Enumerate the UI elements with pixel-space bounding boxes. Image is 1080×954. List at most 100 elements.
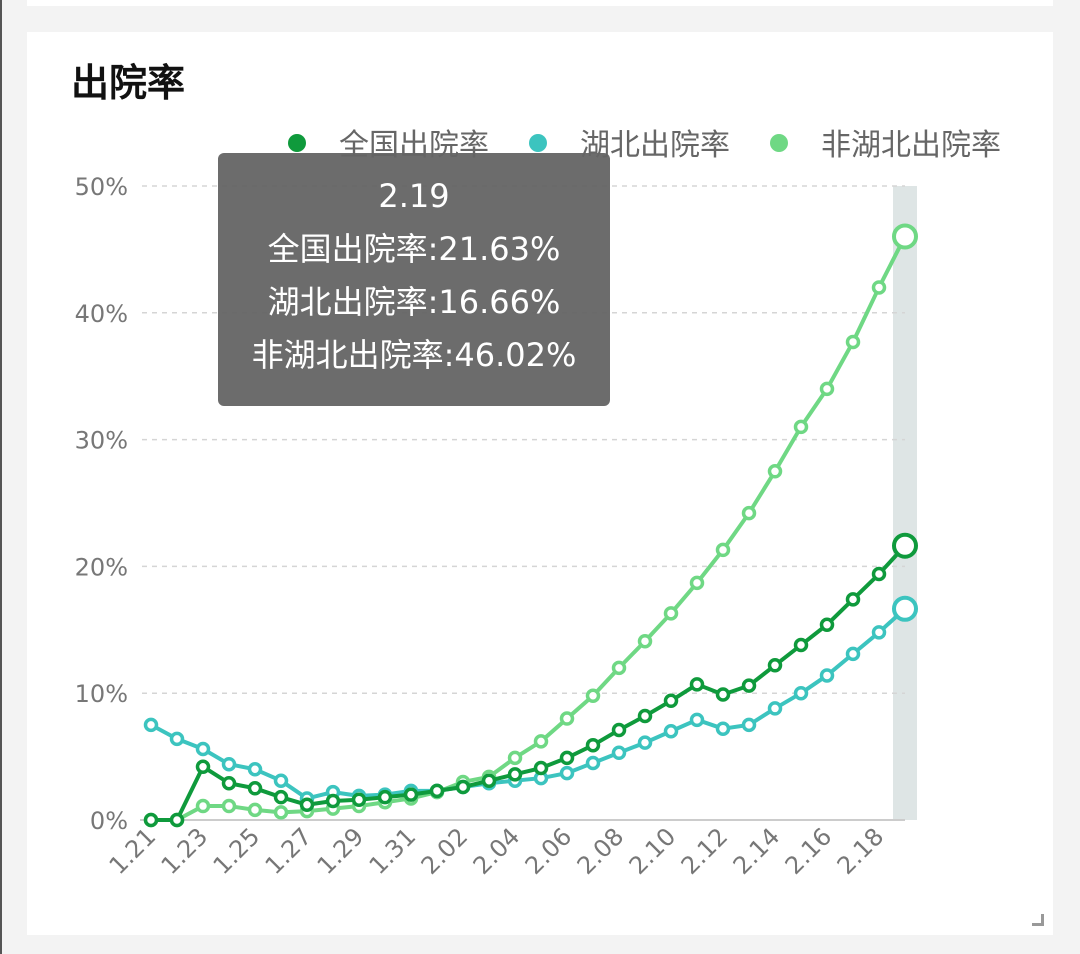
data-point — [611, 660, 627, 676]
data-point — [247, 781, 263, 796]
data-point — [741, 678, 757, 693]
y-tick-label: 30% — [75, 427, 128, 455]
data-point — [455, 779, 471, 795]
data-point — [143, 717, 159, 733]
data-point — [663, 693, 679, 709]
data-point — [351, 792, 367, 807]
data-point — [273, 773, 289, 788]
data-point — [169, 812, 185, 828]
data-point — [892, 532, 918, 559]
data-point — [507, 750, 523, 766]
data-point — [819, 617, 835, 632]
data-point — [845, 334, 861, 350]
data-point — [585, 755, 601, 771]
series-1 — [143, 595, 918, 806]
previous-card — [27, 0, 1053, 6]
data-point — [741, 505, 757, 521]
data-point — [559, 750, 575, 766]
data-point — [533, 734, 549, 749]
tooltip-line-national: 全国出院率:21.63% — [267, 230, 561, 268]
data-point — [403, 787, 419, 802]
data-point — [892, 595, 918, 622]
data-point — [325, 793, 341, 809]
data-point — [871, 566, 887, 582]
data-point — [273, 805, 289, 820]
data-point — [221, 775, 237, 791]
data-point — [715, 721, 731, 736]
x-tick-label: 2.10 — [624, 822, 682, 880]
legend-marker — [529, 134, 547, 152]
data-point — [793, 419, 809, 435]
data-point — [767, 701, 783, 716]
data-point — [195, 759, 211, 774]
data-point — [663, 723, 679, 739]
data-point — [637, 735, 653, 750]
tooltip: 2.19 全国出院率:21.63% 湖北出院率:16.66% 非湖北出院率:46… — [218, 153, 610, 406]
data-point — [195, 798, 211, 814]
x-tick-label: 2.14 — [728, 822, 786, 880]
data-point — [892, 223, 918, 250]
legend-marker — [288, 134, 306, 152]
data-point — [221, 756, 237, 772]
data-point — [767, 464, 783, 479]
y-tick-label: 0% — [90, 807, 128, 835]
data-point — [637, 633, 653, 649]
data-point — [819, 668, 835, 683]
x-tick-label: 2.04 — [468, 822, 526, 880]
data-point — [585, 737, 601, 753]
x-tick-label: 2.18 — [832, 822, 890, 880]
data-point — [585, 688, 601, 703]
data-point — [793, 637, 809, 653]
x-tick-label: 2.02 — [416, 822, 474, 880]
data-point — [741, 717, 757, 733]
data-point — [793, 685, 809, 701]
data-point — [871, 280, 887, 295]
data-point — [637, 708, 653, 724]
data-point — [845, 646, 861, 662]
x-tick-label: 1.27 — [260, 822, 318, 880]
y-tick-label: 50% — [75, 173, 128, 201]
data-point — [559, 765, 575, 781]
legend-label: 非湖北出院率 — [821, 128, 1001, 163]
data-point — [247, 802, 263, 818]
data-point — [715, 542, 731, 558]
data-point — [559, 711, 575, 726]
y-tick-label: 20% — [75, 553, 128, 581]
x-tick-label: 1.31 — [364, 822, 422, 880]
tooltip-date: 2.19 — [378, 177, 450, 215]
data-point — [481, 773, 497, 788]
hover-band — [893, 186, 917, 820]
data-point — [611, 722, 627, 738]
y-tick-label: 40% — [75, 300, 128, 328]
x-tick-label: 2.16 — [780, 822, 838, 880]
x-tick-label: 2.06 — [520, 822, 578, 880]
data-point — [247, 762, 263, 777]
y-tick-label: 10% — [75, 680, 128, 708]
data-point — [689, 677, 705, 692]
legend-marker — [770, 134, 788, 152]
tooltip-line-non-hubei: 非湖北出院率:46.02% — [251, 336, 577, 374]
data-point — [715, 687, 731, 702]
data-point — [533, 760, 549, 776]
window-edge — [0, 0, 2, 954]
chart-title: 出院率 — [71, 61, 186, 105]
data-point — [143, 812, 159, 828]
x-tick-label: 2.08 — [572, 822, 630, 880]
data-point — [273, 789, 289, 805]
data-point — [663, 606, 679, 621]
resize-handle[interactable] — [1032, 914, 1044, 926]
data-point — [871, 625, 887, 640]
data-point — [845, 592, 861, 607]
tooltip-line-hubei: 湖北出院率:16.66% — [267, 283, 561, 321]
data-point — [689, 712, 705, 728]
series-0 — [143, 532, 918, 828]
data-point — [767, 658, 783, 673]
data-point — [507, 767, 523, 782]
data-point — [221, 798, 237, 814]
data-point — [611, 745, 627, 761]
data-point — [429, 783, 445, 799]
x-tick-label: 2.12 — [676, 822, 734, 880]
data-point — [819, 381, 835, 397]
series-2 — [143, 223, 918, 828]
